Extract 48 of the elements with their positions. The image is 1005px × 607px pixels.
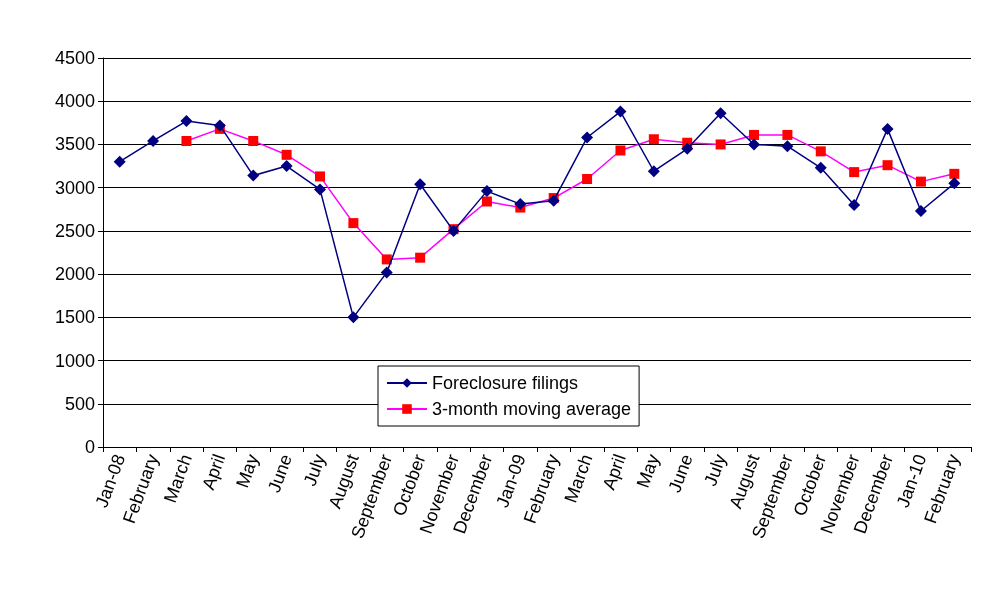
point <box>514 198 527 211</box>
y-tick-label: 3500 <box>54 134 95 155</box>
y-tick-label: 2000 <box>54 264 95 285</box>
y-tick-label: 1500 <box>54 307 95 328</box>
x-tick-label: June <box>263 451 297 496</box>
point <box>614 105 627 118</box>
x-tick-label: June <box>664 451 697 496</box>
point <box>147 134 160 147</box>
point <box>180 115 193 128</box>
point <box>714 107 727 120</box>
point <box>948 177 961 190</box>
y-tick-label: 4500 <box>54 48 95 68</box>
y-tick-label: 500 <box>64 393 95 414</box>
x-tick-label: Jan-10 <box>892 451 931 511</box>
x-tick-label: March <box>159 451 196 506</box>
point <box>781 140 794 153</box>
y-tick-label: 4000 <box>54 91 95 112</box>
point <box>380 266 393 279</box>
point <box>314 183 326 196</box>
point <box>748 138 760 151</box>
point <box>848 198 861 211</box>
y-tick-label: 1000 <box>54 350 95 371</box>
point <box>247 169 260 182</box>
y-tick-label: 0 <box>84 437 95 457</box>
y-tick-label: 2500 <box>54 220 95 241</box>
y-tick-label: 3000 <box>54 177 95 198</box>
x-tick-label: July <box>299 451 330 489</box>
legend-label: 3-month moving average <box>432 399 632 419</box>
x-tick-label: March <box>560 451 597 506</box>
point <box>213 119 226 132</box>
point <box>681 142 694 155</box>
point <box>814 161 827 174</box>
x-tick-label: May <box>632 451 664 491</box>
point <box>480 185 493 198</box>
point <box>581 131 594 144</box>
x-tick-label: Jan-09 <box>492 451 530 511</box>
point <box>347 311 360 324</box>
x-tick-label: April <box>198 451 230 493</box>
point <box>914 205 927 218</box>
point <box>881 122 894 135</box>
x-tick-label: April <box>598 451 630 493</box>
legend-label: Foreclosure filings <box>432 373 579 393</box>
point <box>414 178 427 191</box>
x-tick-label: July <box>700 451 731 489</box>
x-tick-label: May <box>232 451 263 491</box>
point <box>647 165 660 178</box>
point <box>280 160 293 173</box>
point <box>113 155 126 168</box>
